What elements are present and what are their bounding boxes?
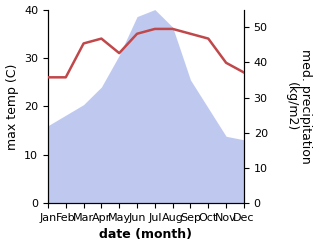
X-axis label: date (month): date (month) — [100, 228, 192, 242]
Y-axis label: max temp (C): max temp (C) — [5, 63, 18, 149]
Y-axis label: med. precipitation
(kg/m2): med. precipitation (kg/m2) — [284, 49, 313, 164]
